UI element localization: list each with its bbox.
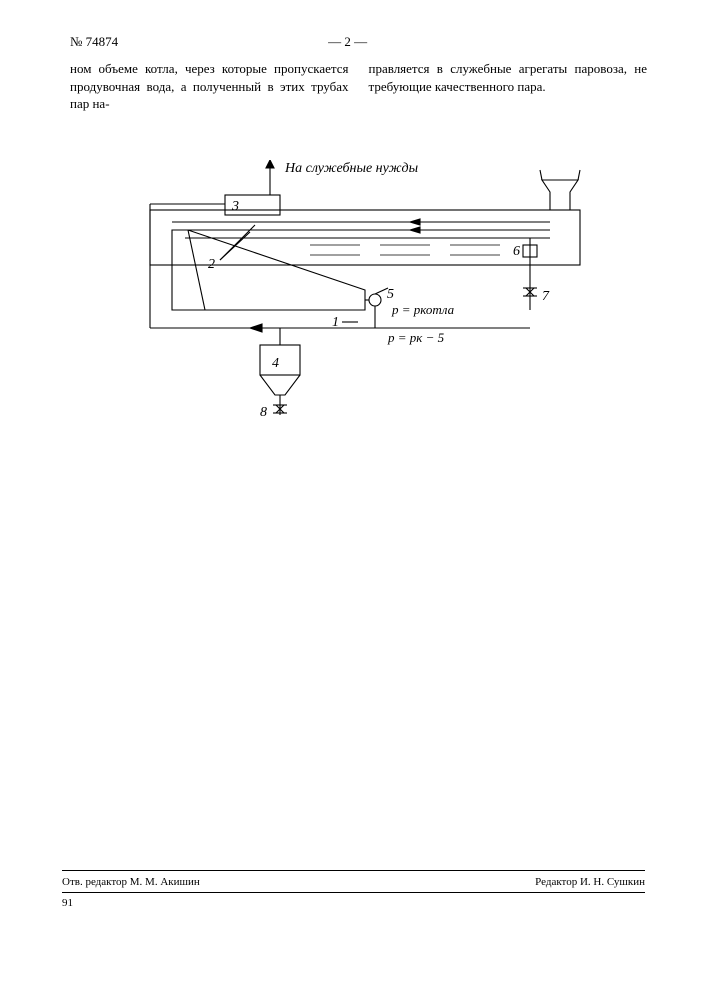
footer-line: Отв. редактор М. М. Акишин Редактор И. Н… (62, 876, 645, 888)
col-left: ном объеме котла, через которые пропуска… (70, 60, 349, 113)
label-7: 7 (542, 289, 550, 304)
label-1: 1 (332, 315, 339, 330)
footer-rule-bottom (62, 892, 645, 893)
label-8: 8 (260, 405, 267, 420)
body-columns: ном объеме котла, через которые пропуска… (70, 60, 647, 113)
diagram-top-label: На служебные нужды (284, 161, 418, 176)
pressure-1: p = pкотла (391, 302, 455, 317)
label-5: 5 (387, 287, 394, 302)
footer-rule-top (62, 870, 645, 871)
pressure-2: p = pк − 5 (387, 330, 445, 345)
label-2: 2 (208, 257, 215, 272)
imprint-number: 91 (62, 897, 73, 909)
label-6: 6 (513, 244, 520, 259)
header-spacer (577, 34, 637, 50)
label-4: 4 (272, 356, 279, 371)
boiler-diagram: На служебные нужды 1 2 3 4 5 6 7 8 p = p… (110, 160, 610, 440)
page-marker: — 2 — (328, 34, 367, 50)
page-header: № 74874 — 2 — (70, 34, 637, 50)
col-right: правляется в служебные агрегаты паровоза… (369, 60, 648, 113)
editor-right: Редактор И. Н. Сушкин (535, 876, 645, 888)
diagram-svg: На служебные нужды 1 2 3 4 5 6 7 8 p = p… (110, 160, 610, 440)
doc-number: № 74874 (70, 34, 118, 50)
label-3: 3 (231, 199, 239, 214)
editor-left: Отв. редактор М. М. Акишин (62, 876, 200, 888)
